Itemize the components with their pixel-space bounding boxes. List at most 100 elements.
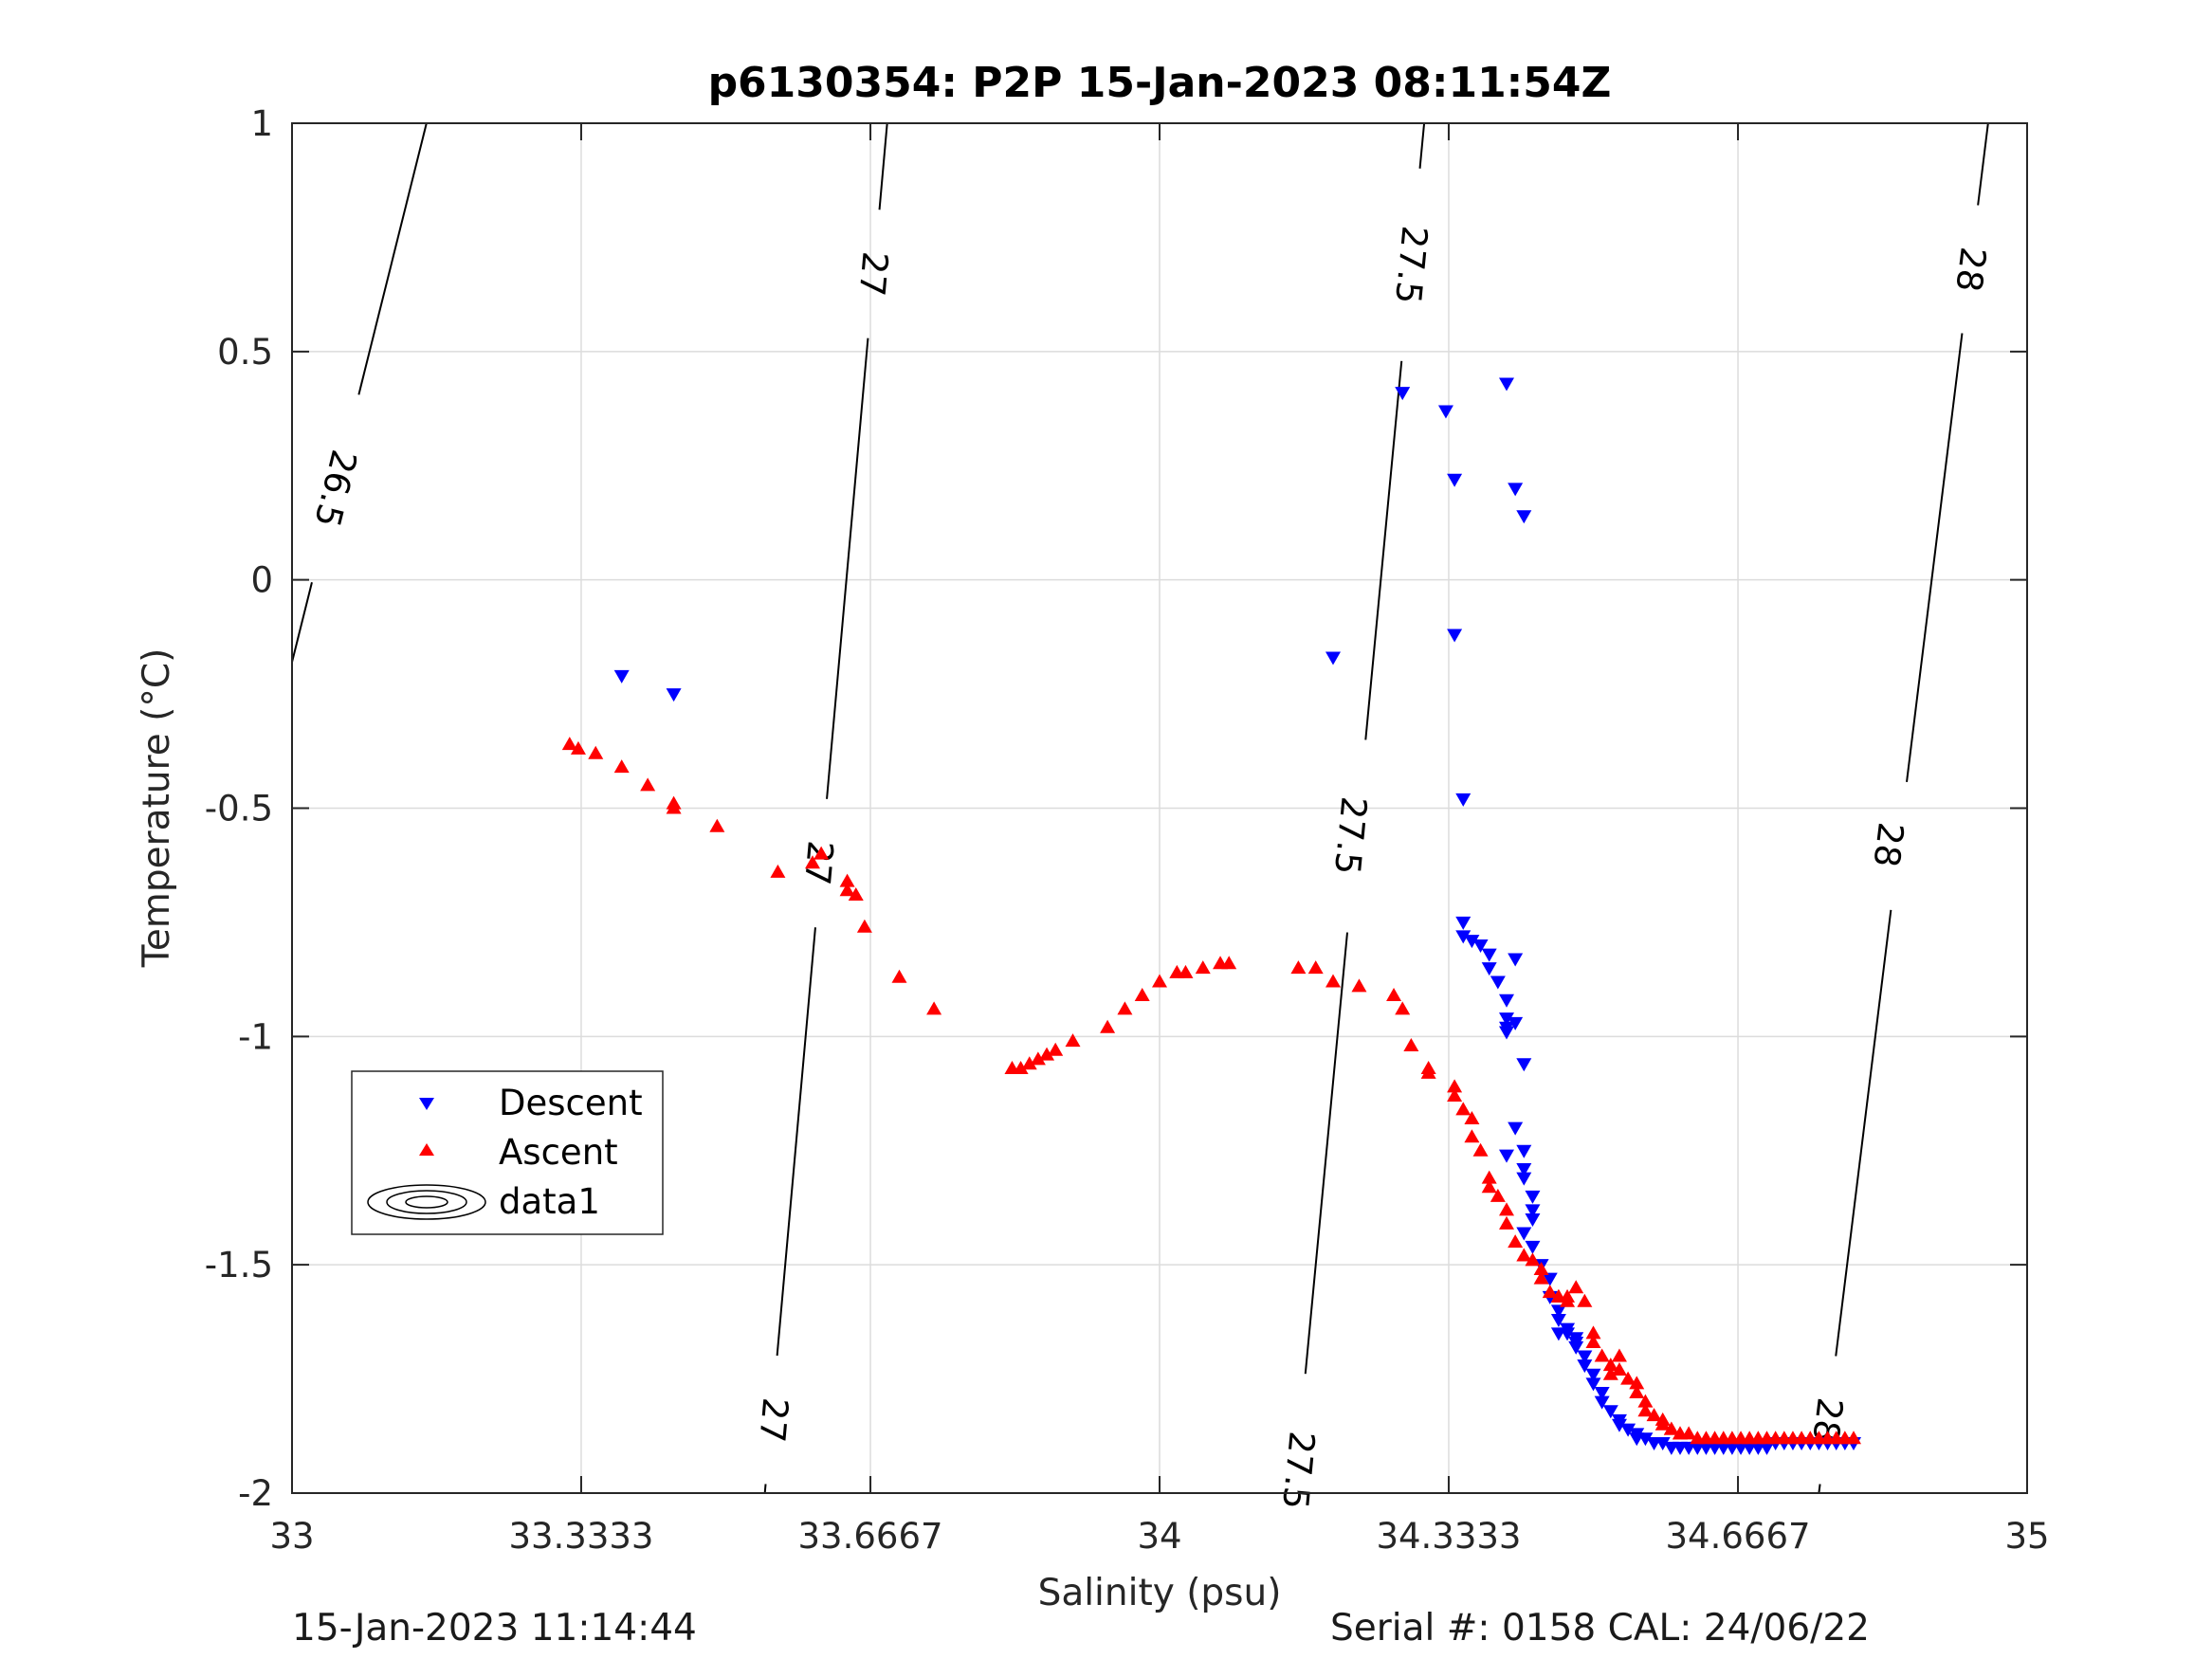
ascent-point [839,883,855,897]
ascent-point [1134,987,1150,1001]
descent-point [1542,1272,1558,1286]
contour-line [1304,932,1348,1375]
contour-line [1364,360,1403,740]
descent-point [1455,916,1472,930]
descent-point [1499,1012,1514,1027]
ascent-point [1611,1348,1627,1362]
descent-point [1516,510,1532,524]
ascent-point [1464,1111,1480,1125]
footer-serial-cal: Serial #: 0158 CAL: 24/06/22 [1330,1607,1870,1650]
legend-ascent-marker [419,1143,434,1156]
contour-line [1906,333,1964,783]
contour-label: 27.5 [1274,1430,1323,1511]
y-tick-label: -0.5 [205,789,273,830]
descent-point [1499,377,1514,392]
ascent-point [1065,1033,1081,1048]
legend-contour-marker [367,1184,486,1220]
contour-label: 28 [1865,820,1910,869]
descent-point [1455,793,1472,807]
ascent-point [848,887,864,902]
descent-point [1447,629,1463,643]
ascent-point [891,969,907,983]
descent-point [1395,387,1411,401]
contour-line [291,582,313,663]
legend-descent-marker [419,1098,434,1110]
ascent-point [1481,1170,1497,1184]
axis-ticks: 33 33.3333 33.6667 34 34.3333 34.6667 35 1 0.5 0 -… [205,103,2050,1557]
ascent-point [1602,1366,1618,1380]
ascent-point [1307,960,1324,975]
descent-point [1472,939,1489,953]
legend-ascent-label: Ascent [499,1132,618,1173]
descent-point [1585,1368,1601,1382]
descent-point [1481,962,1497,976]
ascent-point [1654,1416,1671,1431]
ascent-point [1195,960,1211,975]
descent-point [1499,1149,1514,1163]
ascent-point [1594,1348,1610,1362]
chart-title: p6130354: P2P 15-Jan-2023 08:11:54Z [708,59,1612,107]
x-tick-label: 33.3333 [508,1516,653,1557]
descent-point [1560,1327,1576,1341]
descent-point [1594,1395,1610,1410]
ascent-point [1602,1358,1618,1372]
x-tick-label: 33 [269,1516,314,1557]
ascent-point [1420,1065,1436,1079]
descent-point [1516,1172,1532,1186]
descent-point [1508,483,1524,497]
descent-point [1325,651,1341,665]
descent-point [1525,1213,1541,1227]
ascent-point [1560,1288,1576,1303]
descent-point [1525,1204,1541,1218]
legend-contour-label: data1 [499,1181,600,1222]
ascent-point [1490,1188,1506,1202]
y-tick-label: 1 [250,103,273,144]
ascent-point [1533,1270,1549,1285]
y-tick-label: -2 [238,1473,273,1514]
descent-point [1508,953,1524,967]
ascent-point [1447,1079,1463,1093]
y-tick-label: -1.5 [205,1245,273,1285]
x-tick-label: 33.6667 [798,1516,943,1557]
legend-box [351,1070,664,1235]
ascent-point [1629,1385,1645,1399]
ascent-point [1178,964,1194,978]
descent-point [1464,935,1480,949]
descent-point [1654,1437,1671,1451]
ascent-point [1577,1293,1593,1307]
descent-point [1602,1405,1618,1419]
contour-line [878,122,888,210]
descent-point [1516,1058,1532,1072]
ascent-point [588,745,604,759]
contour-line [826,337,869,799]
ascent-point [1846,1431,1861,1445]
contour-line [776,927,816,1357]
contour-line [1977,122,1989,206]
ascent-point [1290,960,1307,975]
ascent-point [1499,1215,1514,1230]
descent-point [1481,948,1497,962]
descent-point [1525,1190,1541,1204]
ascent-point [1221,956,1237,970]
contour-label: 28 [1947,245,1993,294]
legend-descent-label: Descent [499,1083,643,1123]
contour-label: 27.5 [1387,224,1435,305]
ascent-point [926,1001,942,1015]
data-points [561,377,1861,1455]
ascent-point [1568,1280,1584,1294]
ascent-point [1508,1234,1524,1249]
descent-point [1516,1163,1532,1177]
ascent-point [666,800,682,814]
ascent-point [1039,1047,1055,1061]
ascent-point [1048,1042,1064,1056]
ascent-point [1030,1051,1046,1066]
y-tick-label: -1 [238,1016,273,1057]
ascent-point [1117,1001,1133,1015]
descent-point [1455,930,1472,944]
descent-point [1508,1016,1524,1030]
descent-point [1508,1121,1524,1136]
ascent-point [1351,978,1367,993]
ascent-point [1447,1087,1463,1102]
x-tick-label: 34.6667 [1666,1516,1811,1557]
